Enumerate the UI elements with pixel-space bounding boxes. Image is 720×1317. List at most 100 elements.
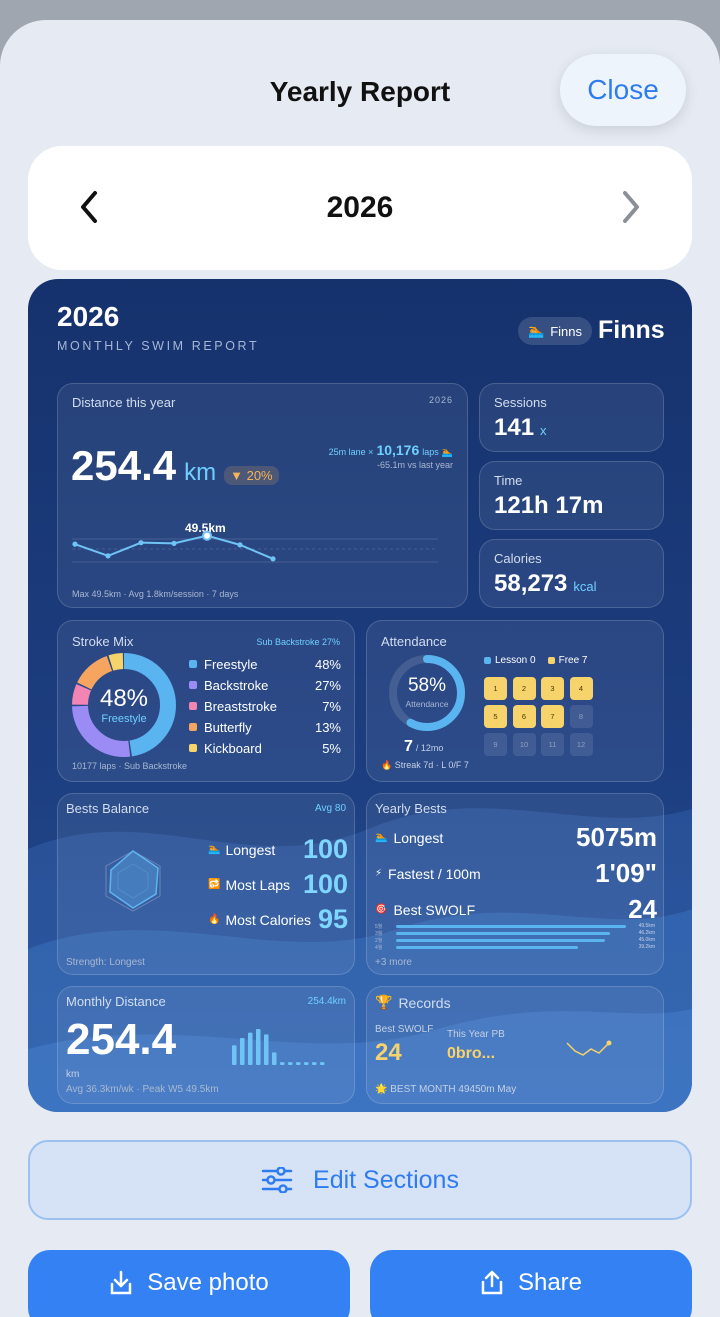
- trophy-icon: 🏆: [375, 994, 393, 1010]
- month-bar: [280, 1062, 285, 1065]
- yearly-bests-more: +3 more: [375, 957, 412, 968]
- edit-sections-button[interactable]: Edit Sections: [28, 1140, 692, 1220]
- bests-balance-label: Bests Balance: [66, 801, 150, 816]
- stroke-donut-chart: [72, 653, 176, 757]
- pb-value: 0bro...: [447, 1045, 496, 1062]
- calories-label: Calories: [494, 551, 542, 566]
- page-title: Yearly Report: [269, 76, 451, 107]
- calories-card: Calories 58,273 kcal: [479, 539, 664, 608]
- bests-balance-icon: 🏊: [208, 844, 221, 855]
- calories-row: 58,273 kcal: [494, 570, 597, 598]
- rank-bar-value: 49.5km: [638, 923, 655, 929]
- stroke-legend-pct: 5%: [322, 740, 341, 756]
- yearly-best-icon: 🎯: [375, 904, 388, 915]
- chevron-right-icon[interactable]: [620, 190, 642, 224]
- month-cell: 3: [541, 677, 564, 700]
- brand-pill: 🏊 Finns: [518, 317, 592, 345]
- attendance-count: 7: [404, 738, 413, 755]
- monthly-distance-label: Monthly Distance: [66, 994, 166, 1009]
- rank-bar-label: 4월: [375, 945, 383, 951]
- free-legend: Free 7: [547, 655, 588, 666]
- month-cell: 5: [484, 705, 507, 728]
- swimmer-icon: 🏊: [441, 447, 453, 457]
- selected-year: 2026: [326, 191, 394, 224]
- report-card: 2026 MONTHLY SWIM REPORT 🏊 Finns Finns D…: [28, 279, 692, 1112]
- bests-balance-card: Bests Balance Avg 80 🏊 Longest 100 🔂 Most La…: [57, 793, 355, 975]
- month-bar: [240, 1038, 245, 1065]
- stroke-slice: [72, 653, 176, 757]
- month-cell: 11: [541, 733, 564, 756]
- laps-suffix: laps: [422, 447, 439, 457]
- yearly-best-name: Longest: [393, 829, 444, 846]
- lesson-legend-label: Lesson 0: [495, 655, 536, 666]
- stroke-legend-swatch: [189, 744, 197, 752]
- bests-balance-value: 100: [302, 834, 348, 864]
- calories-unit: kcal: [573, 579, 597, 594]
- laps-info: 25m lane × 10,176 laps 🏊: [329, 442, 453, 458]
- distance-point: [138, 540, 144, 546]
- distance-point: [237, 542, 243, 548]
- share-button[interactable]: Share: [370, 1250, 692, 1317]
- stroke-legend-name: Freestyle: [204, 656, 258, 672]
- pb-label: This Year PB: [447, 1029, 505, 1040]
- ring-progress: [389, 655, 465, 731]
- stroke-legend-row: Breaststroke 7%: [189, 697, 341, 715]
- attendance-ring: [389, 655, 465, 731]
- month-cell: 10: [512, 733, 536, 756]
- chevron-left-icon[interactable]: [78, 190, 100, 224]
- month-cell: 6: [512, 705, 536, 728]
- yearly-best-row: 🏊 Longest 5075m: [375, 822, 657, 853]
- brand-pill-label: Finns: [550, 323, 582, 339]
- month-bar: [256, 1029, 261, 1065]
- attendance-label: Attendance: [381, 634, 447, 649]
- rank-bar: [396, 946, 578, 949]
- rank-bar-label: 2월: [375, 938, 383, 944]
- rank-bar-label: 3월: [375, 931, 383, 937]
- save-photo-button[interactable]: Save photo: [28, 1250, 350, 1317]
- vs-last-year: -65.1m vs last year: [376, 460, 453, 470]
- bests-balance-value: 100: [302, 869, 348, 899]
- yearly-best-value: 1'09": [595, 858, 657, 888]
- month-cell: 7: [541, 705, 564, 728]
- sessions-label: Sessions: [494, 395, 547, 410]
- share-icon: [481, 1270, 503, 1295]
- close-button[interactable]: Close: [560, 54, 686, 126]
- brand-logo: Finns: [598, 316, 665, 344]
- rank-bar-value: 39.2km: [638, 944, 655, 950]
- stroke-legend-swatch: [189, 702, 197, 710]
- wave-background: [28, 808, 692, 1112]
- distance-footer: Max 49.5km · Avg 1.8km/session · 7 days: [72, 589, 239, 599]
- yearly-bests-card: Yearly Bests 🏊 Longest 5075m ⚡ Fastest / 100…: [366, 793, 664, 975]
- yearly-best-icon: ⚡: [375, 868, 383, 879]
- sessions-unit: x: [540, 423, 547, 438]
- bests-balance-icon: 🔂: [208, 879, 221, 890]
- month-cell: 8: [569, 705, 593, 728]
- yearly-best-name: Fastest / 100m: [388, 865, 481, 882]
- distance-value: 254.4: [71, 442, 177, 489]
- records-card: 🏆 Records Best SWOLF 24 This Year PB 0br…: [366, 986, 664, 1104]
- report-subtitle: MONTHLY SWIM REPORT: [57, 339, 260, 353]
- yearly-best-name: Best SWOLF: [393, 901, 476, 918]
- stroke-mix-tag: Sub Backstroke 27%: [256, 637, 340, 647]
- distance-card: Distance this year 2026 254.4 km ▼ 20% 2…: [57, 383, 468, 608]
- monthly-distance-tag: 254.4km: [307, 996, 346, 1007]
- calories-value: 58,273: [494, 570, 568, 597]
- stroke-legend-pct: 13%: [314, 719, 341, 735]
- stroke-legend-row: Kickboard 5%: [189, 739, 341, 757]
- bests-balance-row: 🔥 Most Calories 95: [208, 904, 348, 935]
- month-bar: [296, 1062, 301, 1065]
- yearly-best-row: 🎯 Best SWOLF 24: [375, 894, 657, 925]
- attendance-card: Attendance 58% Attendance 7 / 12mo 🔥 Str…: [366, 620, 664, 782]
- month-bar: [304, 1062, 309, 1065]
- attendance-count-suffix: / 12mo: [415, 743, 444, 753]
- month-cell: 1: [484, 677, 507, 700]
- free-legend-label: Free 7: [558, 655, 588, 666]
- month-bar: [264, 1034, 269, 1065]
- bests-balance-name: Most Laps: [225, 876, 291, 893]
- stroke-legend-row: Freestyle 48%: [189, 655, 341, 673]
- records-footer: 🌟 BEST MONTH 49450m May: [375, 1084, 517, 1095]
- stroke-legend-name: Kickboard: [204, 740, 262, 756]
- yearly-best-row: ⚡ Fastest / 100m 1'09": [375, 858, 657, 889]
- records-sparkline: [566, 1040, 612, 1056]
- download-icon: [111, 1270, 132, 1295]
